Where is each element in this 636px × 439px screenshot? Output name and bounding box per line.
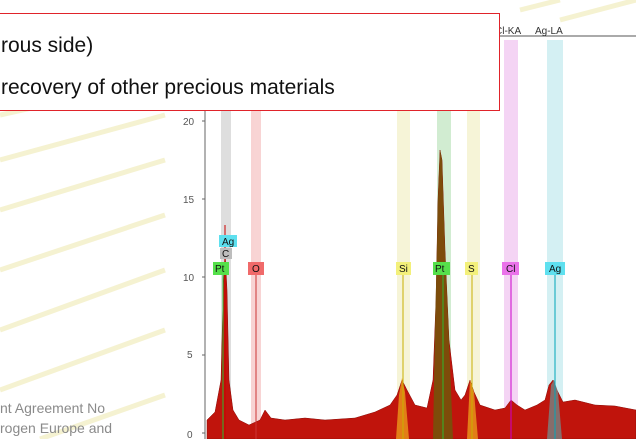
band-o	[251, 40, 261, 439]
band-si	[397, 40, 410, 439]
eds-spectrum: Cl-KA Ag-LA 0 5 10 15 20	[183, 26, 636, 439]
header-label-ag: Ag-LA	[535, 26, 563, 37]
peak-label-s: S	[468, 264, 475, 275]
y-tick-5: 5	[187, 350, 193, 361]
footer-line-1: nt Agreement No	[0, 400, 106, 416]
peak-label-si: Si	[399, 264, 408, 275]
peak-label-c: C	[222, 249, 229, 260]
band-cl	[504, 40, 518, 439]
y-tick-10: 10	[183, 273, 195, 284]
peak-label-pt-left: Pt	[215, 264, 225, 275]
peak-label-ag: Ag	[549, 264, 561, 275]
peak-label-cl: Cl	[506, 264, 515, 275]
band-s	[467, 40, 480, 439]
header-label-cl: Cl-KA	[495, 26, 521, 37]
y-tick-0: 0	[187, 430, 193, 439]
callout-line-1: rous side)	[1, 34, 94, 57]
peak-label-ag-top: Ag	[222, 237, 234, 248]
spectrum-fill	[206, 149, 636, 439]
peak-label-pt: Pt	[435, 264, 445, 275]
footer-line-2: rogen Europe and	[0, 420, 113, 436]
y-tick-15: 15	[183, 195, 195, 206]
callout-line-2: recovery of other precious materials	[1, 76, 335, 99]
y-tick-20: 20	[183, 117, 195, 128]
band-ag	[547, 40, 563, 439]
peak-label-o: O	[252, 264, 260, 275]
callout-box: rous side) recovery of other precious ma…	[0, 13, 500, 111]
